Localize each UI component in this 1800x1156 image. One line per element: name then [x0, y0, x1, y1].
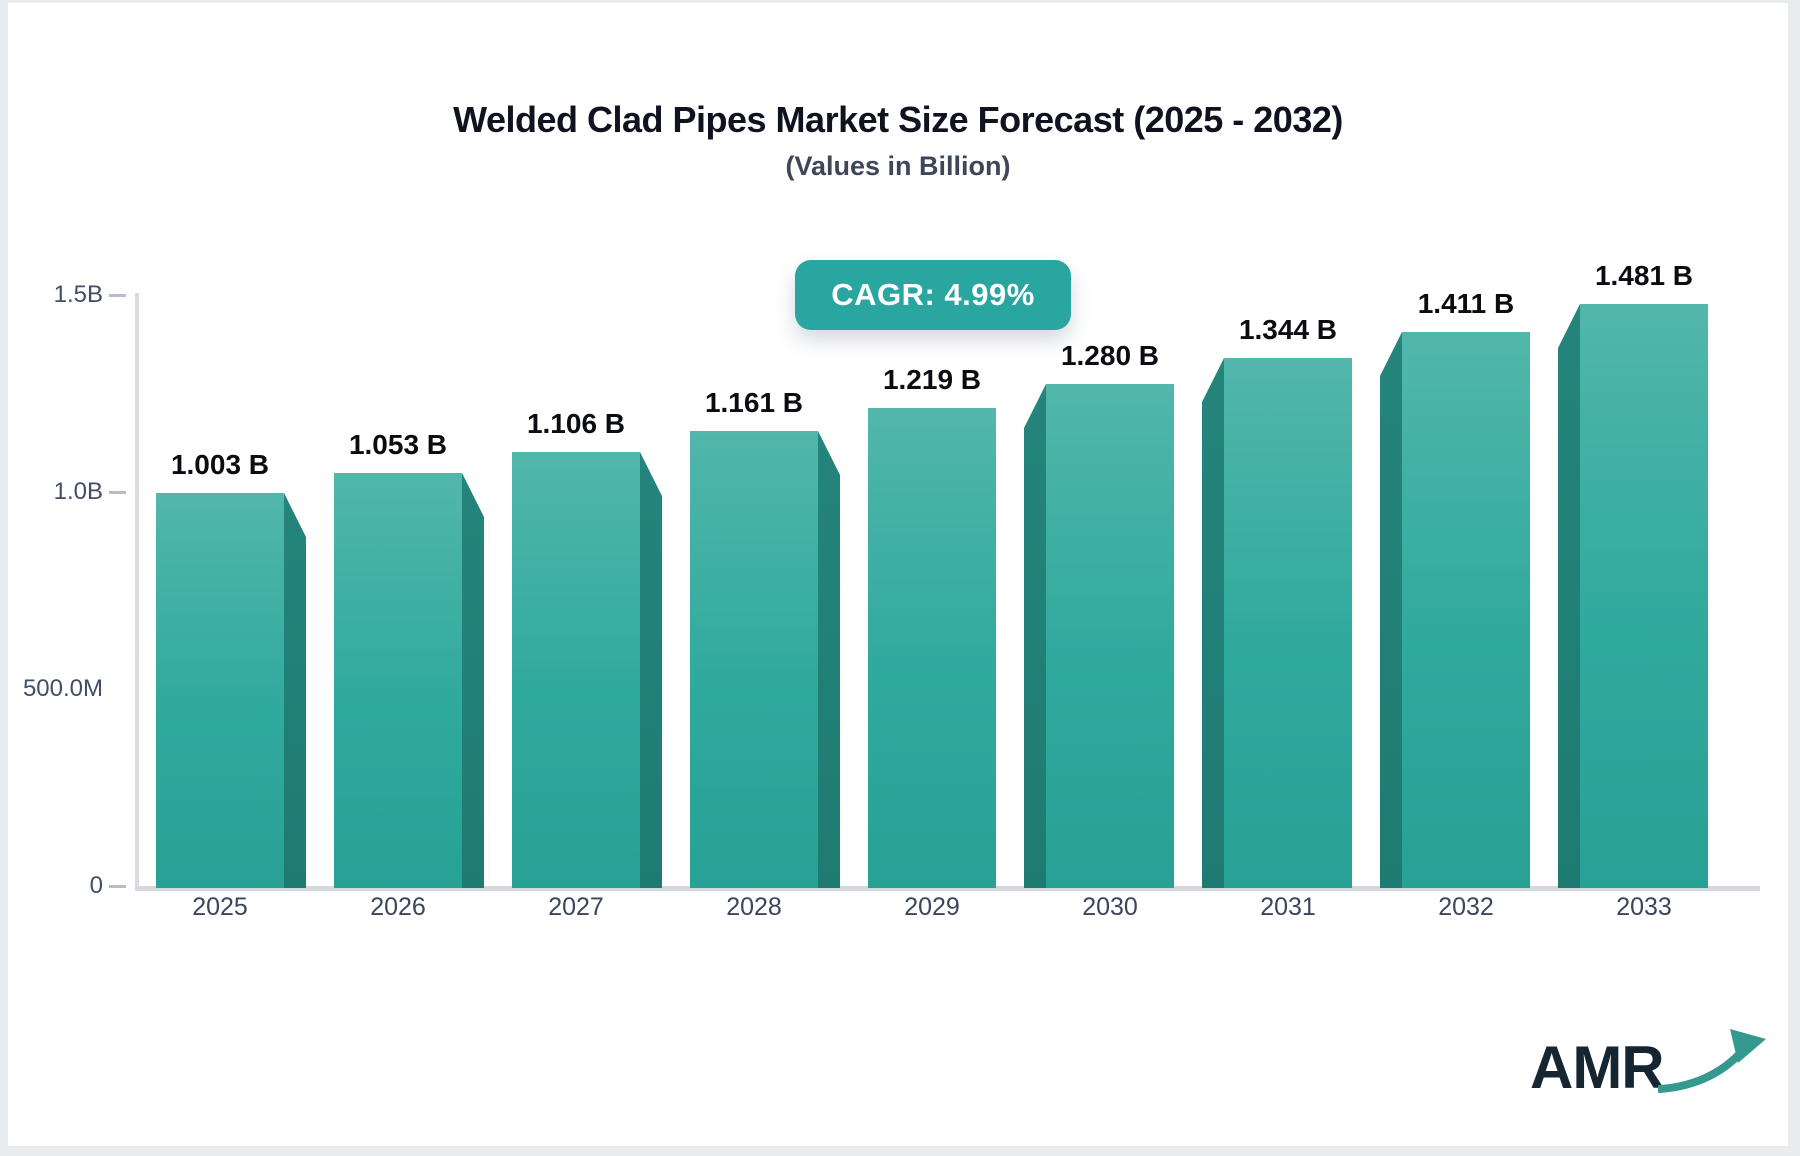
bar-face [512, 452, 640, 888]
bar-2026: 1.053 B [312, 413, 484, 888]
chart-subtitle: (Values in Billion) [785, 151, 1011, 181]
bar-value-label: 1.280 B [1060, 340, 1160, 371]
x-tick-label-2026: 2026 [370, 893, 426, 921]
bar-value-label: 1.344 B [1238, 314, 1338, 345]
bar-side-shade [1202, 358, 1224, 888]
bar-face [156, 493, 284, 888]
x-tick-label-2030: 2030 [1082, 893, 1138, 921]
bar-face [868, 408, 996, 888]
growth-arrow-icon [1656, 1027, 1768, 1102]
bar-side-shade [1024, 384, 1046, 888]
y-tick-label: 500.0M [22, 675, 103, 702]
bar-side-shade [462, 473, 484, 888]
bar-2029: 1.219 B [846, 348, 1018, 888]
y-tick-label: 1.0B [53, 478, 103, 505]
cagr-badge: CAGR: 4.99% [795, 260, 1071, 330]
bar-side-shade [640, 452, 662, 888]
bar-face [1224, 358, 1352, 888]
x-tick-label-2031: 2031 [1260, 893, 1316, 921]
bar-face [334, 473, 462, 888]
bar-2028: 1.161 B [668, 371, 840, 888]
bar-2031: 1.344 B [1202, 298, 1374, 888]
bar-face [1046, 384, 1174, 888]
bar-value-label: 1.481 B [1594, 260, 1694, 291]
y-tick-label: 0 [89, 872, 103, 899]
x-tick-label-2027: 2027 [548, 893, 604, 921]
bar-value-label: 1.003 B [170, 449, 270, 480]
bar-2030: 1.280 B [1024, 324, 1196, 888]
bar-2027: 1.106 B [490, 392, 662, 888]
bar-2033: 1.481 B [1558, 244, 1730, 888]
bar-value-label: 1.161 B [704, 387, 804, 418]
x-tick-label-2033: 2033 [1616, 893, 1672, 921]
x-axis-line [135, 886, 1760, 891]
chart-title: Welded Clad Pipes Market Size Forecast (… [453, 99, 1343, 140]
bar-side-shade [284, 493, 306, 888]
bar-face [1580, 304, 1708, 888]
amr-logo: AMR [1530, 1025, 1766, 1117]
bar-value-label: 1.053 B [348, 429, 448, 460]
y-tick-label: 1.5B [53, 281, 103, 308]
x-tick-label-2032: 2032 [1438, 893, 1494, 921]
bar-value-label: 1.411 B [1417, 288, 1515, 319]
bar-side-shade [818, 431, 840, 888]
x-tick-label-2025: 2025 [192, 893, 248, 921]
y-tick-dash [109, 885, 126, 888]
bar-side-shade [1558, 304, 1580, 888]
bar-2025: 1.003 B [134, 433, 306, 888]
x-tick-label-2028: 2028 [726, 893, 782, 921]
bar-2032: 1.411 B [1380, 272, 1552, 888]
bar-face [1402, 332, 1530, 888]
y-tick-dash [109, 491, 126, 494]
x-tick-label-2029: 2029 [904, 893, 960, 921]
amr-logo-text: AMR [1530, 1034, 1665, 1101]
bar-face [690, 431, 818, 888]
bar-side-shade [1380, 332, 1402, 888]
y-tick-dash [109, 294, 126, 297]
y-axis-line [135, 293, 139, 891]
bar-value-label: 1.219 B [882, 364, 982, 395]
bar-value-label: 1.106 B [526, 408, 626, 439]
